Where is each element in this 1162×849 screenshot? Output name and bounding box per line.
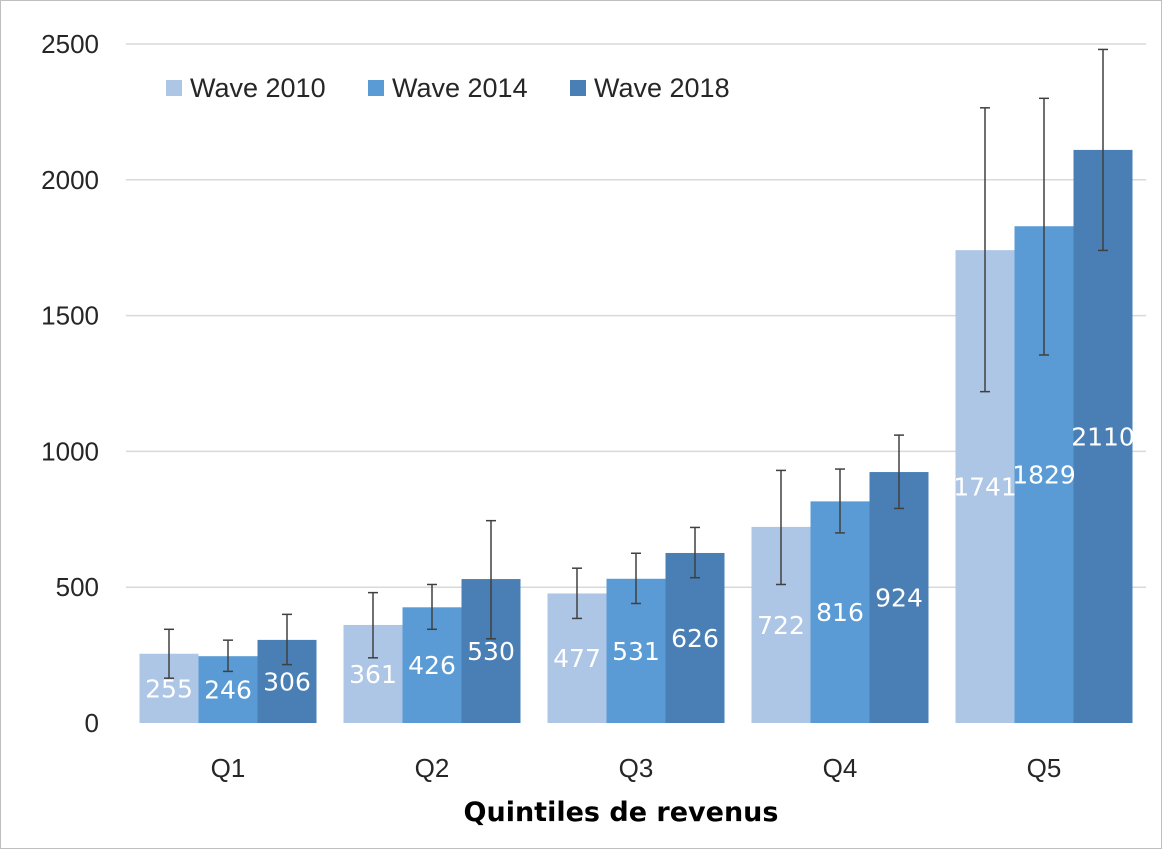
x-tick-label: Q3	[619, 753, 654, 783]
data-label: 722	[757, 611, 805, 640]
y-tick-label: 0	[85, 708, 99, 738]
x-tick-label: Q1	[211, 753, 246, 783]
legend-label: Wave 2018	[594, 73, 730, 103]
x-axis: Q1 Q2 Q3 Q4 Q5	[211, 753, 1062, 783]
data-label: 531	[612, 637, 660, 666]
data-label: 530	[467, 637, 515, 666]
x-tick-label: Q2	[415, 753, 450, 783]
data-label: 1741	[953, 473, 1017, 502]
data-label: 626	[671, 624, 719, 653]
data-label: 306	[263, 667, 311, 696]
legend-swatch	[166, 80, 182, 96]
data-label: 426	[408, 651, 456, 680]
y-tick-label: 1000	[41, 436, 99, 466]
legend-item-wave-2014: Wave 2014	[368, 73, 528, 103]
data-label: 361	[349, 660, 397, 689]
bar-q3-wave-2018	[665, 552, 725, 723]
y-axis: 0 500 1000 1500 2000 2500	[41, 29, 99, 738]
x-tick-label: Q5	[1027, 753, 1062, 783]
legend-swatch	[368, 80, 384, 96]
data-labels: 255 246 306 361 426 530 477 531 626 722 816 924 1741…	[145, 422, 1135, 704]
data-label: 477	[553, 644, 601, 673]
bars	[139, 149, 1133, 724]
x-tick-label: Q4	[823, 753, 858, 783]
data-label: 246	[204, 676, 252, 705]
x-axis-title: Quintiles de revenus	[464, 797, 779, 828]
legend-swatch	[570, 80, 586, 96]
legend: Wave 2010 Wave 2014 Wave 2018	[166, 73, 730, 103]
data-label: 1829	[1012, 461, 1076, 490]
error-bars	[164, 48, 1108, 679]
data-label: 816	[816, 598, 864, 627]
legend-label: Wave 2014	[392, 73, 528, 103]
y-tick-label: 500	[56, 572, 99, 602]
legend-label: Wave 2010	[190, 73, 326, 103]
data-label: 255	[145, 674, 193, 703]
y-tick-label: 2500	[41, 29, 99, 59]
data-label: 924	[875, 584, 923, 613]
y-tick-label: 1500	[41, 301, 99, 331]
y-tick-label: 2000	[41, 165, 99, 195]
bar-q4-wave-2018	[869, 472, 929, 723]
data-label: 2110	[1071, 422, 1135, 451]
legend-item-wave-2018: Wave 2018	[570, 73, 730, 103]
legend-item-wave-2010: Wave 2010	[166, 73, 326, 103]
bar-q4-wave-2014	[810, 501, 870, 723]
